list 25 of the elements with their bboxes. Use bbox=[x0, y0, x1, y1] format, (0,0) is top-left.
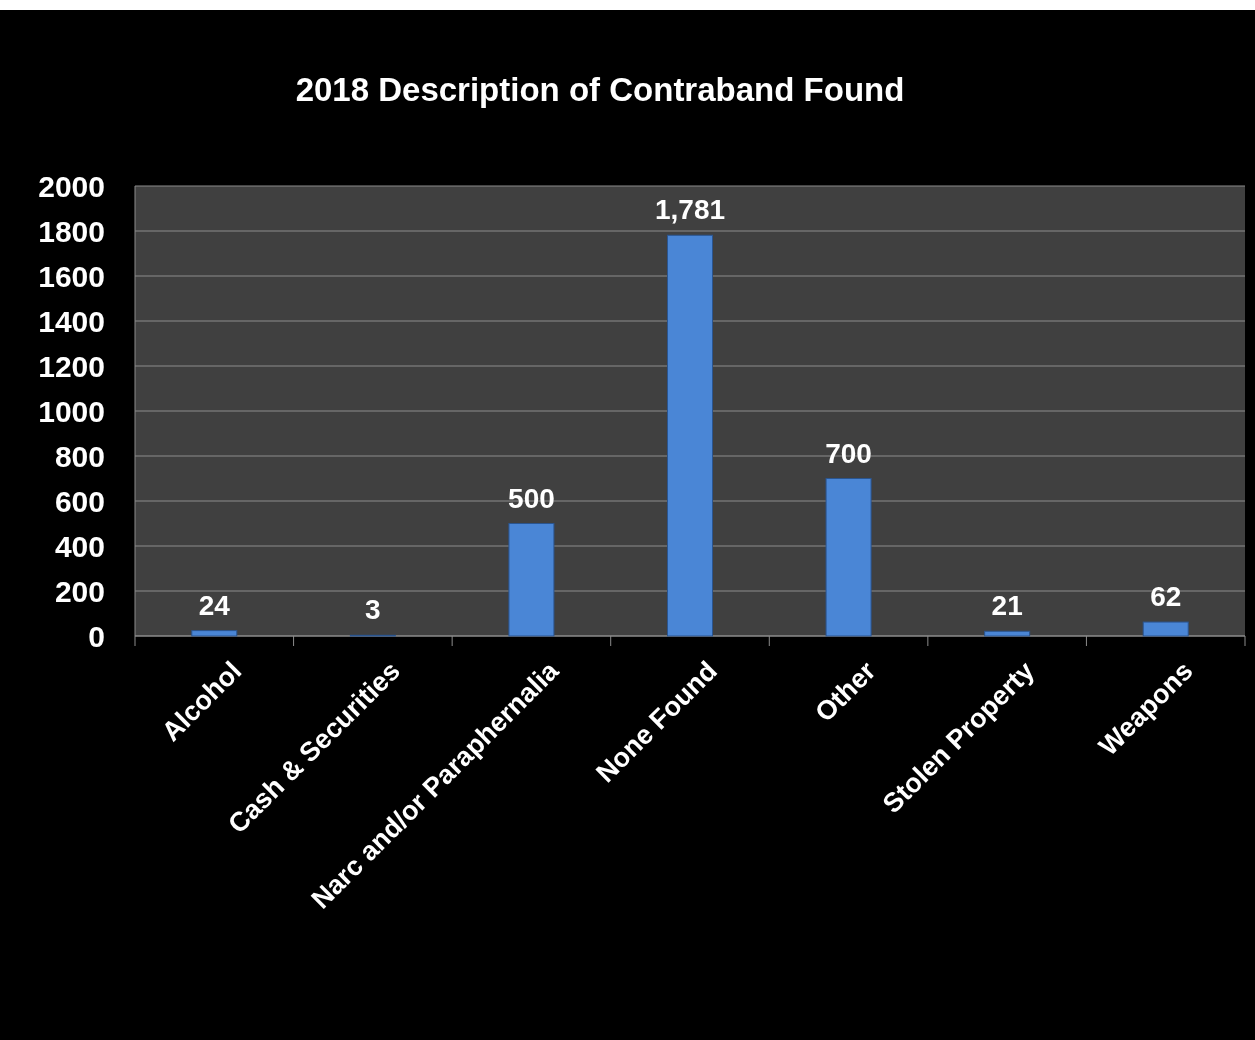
bar bbox=[825, 478, 872, 637]
y-tick-label: 200 bbox=[54, 574, 105, 608]
chart-title: 2018 Description of Contraband Found bbox=[295, 71, 905, 108]
y-tick-label: 1200 bbox=[38, 349, 105, 383]
data-label: 3 bbox=[365, 594, 381, 626]
data-label: 62 bbox=[1150, 581, 1182, 613]
y-tick-label: 800 bbox=[54, 439, 105, 473]
data-label: 24 bbox=[198, 589, 231, 621]
y-tick-label: 1400 bbox=[38, 304, 105, 338]
data-label: 21 bbox=[991, 590, 1023, 622]
y-tick-label: 1000 bbox=[38, 394, 105, 428]
y-tick-label: 400 bbox=[54, 529, 105, 563]
data-label: 500 bbox=[508, 482, 555, 514]
y-tick-label: 1800 bbox=[38, 214, 105, 248]
data-label: 700 bbox=[825, 437, 872, 469]
y-tick-label: 1600 bbox=[38, 259, 105, 293]
y-tick-label: 600 bbox=[54, 484, 105, 518]
bar bbox=[1142, 621, 1189, 637]
bar bbox=[667, 234, 713, 637]
bar bbox=[984, 630, 1031, 637]
y-tick-label: 2000 bbox=[38, 169, 105, 203]
bar bbox=[508, 523, 555, 637]
bar bbox=[191, 630, 238, 637]
data-label: 1,781 bbox=[654, 194, 726, 226]
y-tick-label: 0 bbox=[88, 619, 105, 653]
